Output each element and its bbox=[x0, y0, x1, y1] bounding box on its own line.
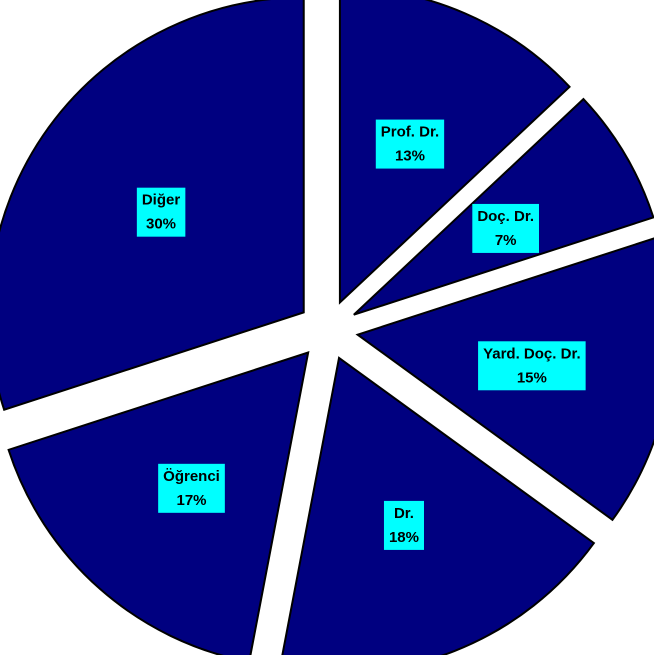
label-box bbox=[375, 119, 445, 169]
slice-category-label: Öğrenci bbox=[163, 468, 220, 485]
slice-percent-label: 15% bbox=[517, 369, 547, 386]
pie-slice-1 bbox=[338, 0, 571, 305]
slice-category-label: Dr. bbox=[394, 505, 414, 522]
slice-category-label: Doç. Dr. bbox=[477, 208, 534, 225]
slice-category-label: Yard. Doç. Dr. bbox=[483, 345, 581, 362]
slice-percent-label: 13% bbox=[395, 148, 425, 165]
slice-category-label: Diğer bbox=[142, 192, 181, 209]
label-box bbox=[158, 463, 225, 513]
slice-label-3: Yard. Doç. Dr. 15% bbox=[478, 341, 586, 391]
label-box bbox=[478, 341, 586, 391]
label-box bbox=[383, 500, 424, 550]
slice-labels: Prof. Dr. 13% Doç. Dr. 7% Yard. Doç. Dr. 15% D… bbox=[136, 119, 586, 550]
label-box bbox=[472, 203, 540, 253]
label-box bbox=[136, 187, 186, 237]
slice-percent-label: 17% bbox=[176, 492, 206, 509]
slice-percent-label: 30% bbox=[146, 216, 176, 233]
slice-percent-label: 18% bbox=[389, 529, 419, 546]
slice-percent-label: 7% bbox=[495, 232, 517, 249]
slice-label-4: Dr. 18% bbox=[383, 500, 424, 550]
slice-label-1: Prof. Dr. 13% bbox=[375, 119, 445, 169]
slice-label-2: Doç. Dr. 7% bbox=[472, 203, 540, 253]
slice-label-5: Öğrenci 17% bbox=[158, 463, 225, 513]
slice-category-label: Prof. Dr. bbox=[381, 124, 439, 141]
slice-label-6: Diğer 30% bbox=[136, 187, 186, 237]
pie-slice-4 bbox=[281, 356, 596, 655]
